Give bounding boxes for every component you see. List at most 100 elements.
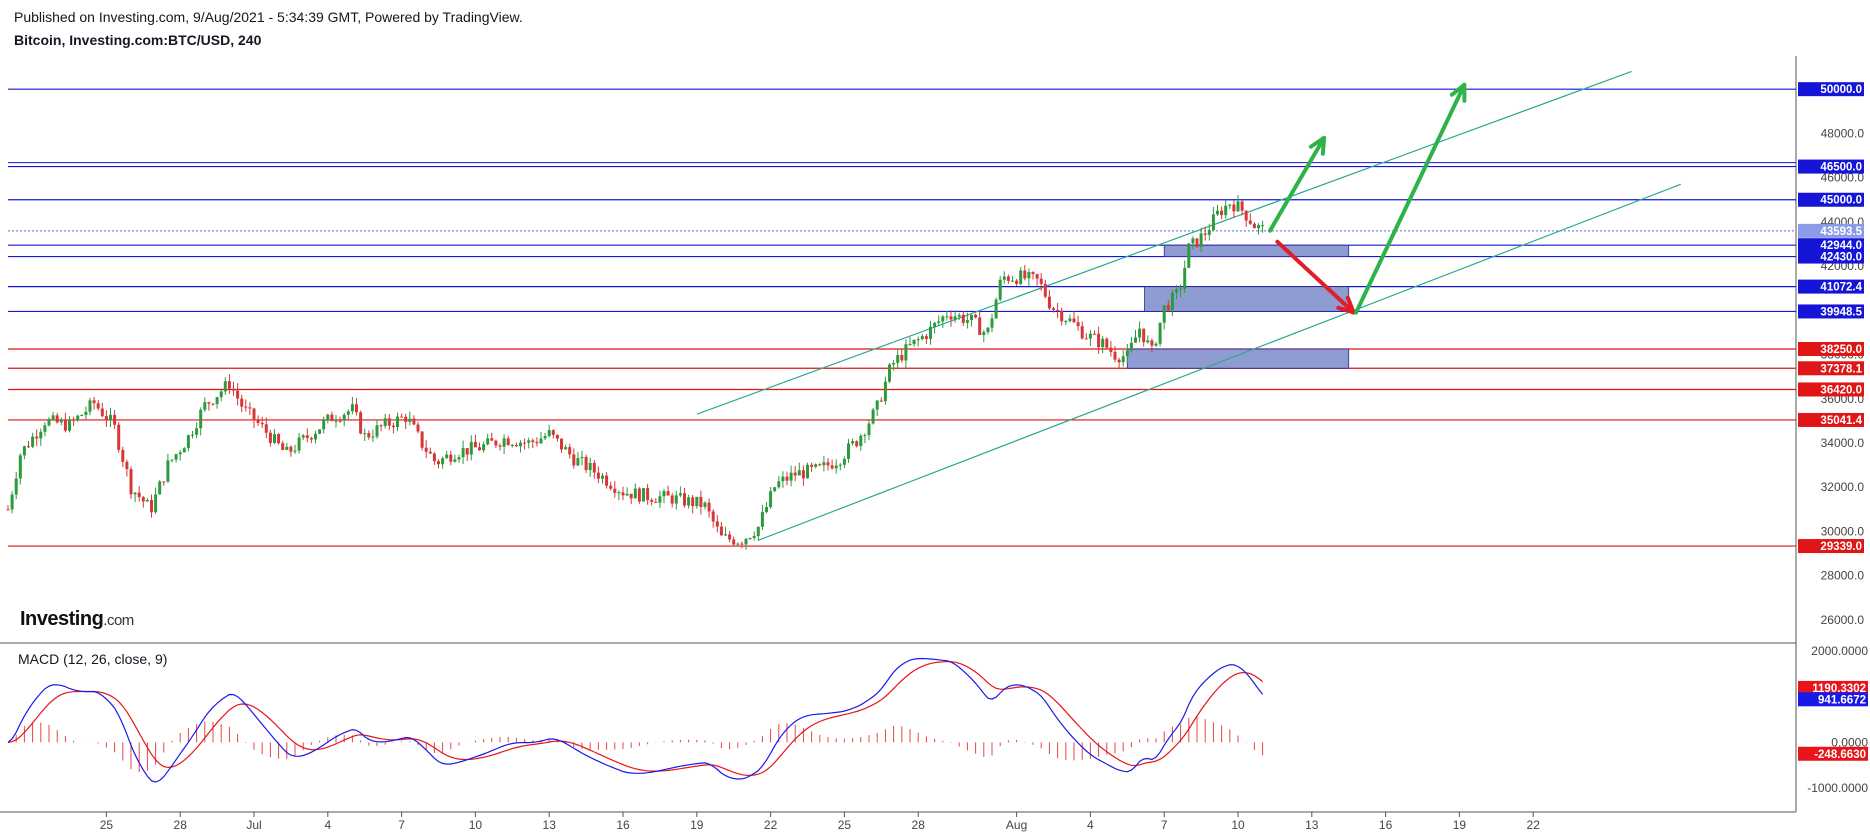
candle-body-159 [658,496,662,503]
level-badge-8 [1798,361,1864,376]
time-tick-7: 16 [616,818,630,832]
candle-body-205 [847,443,850,459]
candle-body-92 [383,418,387,426]
level-badge-9 [1798,382,1864,397]
candle-body-28 [121,449,125,462]
candle-body-199 [822,462,826,466]
candle-body-147 [609,485,613,489]
candle-body-290 [1195,238,1199,247]
candle-body-257 [1060,310,1064,322]
candle-body-192 [793,472,797,476]
arrow-line-1[interactable] [1275,239,1356,315]
level-badge-5 [1798,279,1864,294]
candle-body-209 [863,435,867,437]
candle-body-93 [387,418,391,426]
level-badge-label-9: 36420.0 [1820,384,1862,396]
candle-body-291 [1199,233,1203,247]
candle-body-278 [1146,340,1150,343]
macd-line[interactable] [7,657,1264,783]
candle-body-22 [96,403,100,409]
time-tick-3: 4 [324,818,331,832]
candle-body-271 [1117,359,1121,363]
arrow-head-1 [1336,295,1356,315]
channel-line-upper[interactable] [696,70,1632,415]
candle-body-177 [732,539,736,545]
arrow-head-0 [1308,135,1327,156]
time-tick-16: 13 [1305,818,1319,832]
candle-body-16 [72,419,76,421]
candle-body-63 [264,424,268,433]
candle-body-157 [650,499,654,502]
level-badge-label-10: 35041.4 [1820,415,1862,427]
candle-body-83 [346,411,350,415]
arrow-line-0[interactable] [1267,135,1327,233]
candle-body-116 [482,444,486,451]
candle-body-185 [765,506,768,513]
candle-body-196 [810,464,814,467]
candle-body-267 [1101,338,1105,348]
time-tick-14: 7 [1161,818,1168,832]
zone-box-2[interactable] [1126,348,1350,369]
candle-body-284 [1170,292,1174,311]
candle-body-296 [1220,210,1224,216]
candle-body-236 [974,314,978,318]
candle-body-286 [1179,288,1183,290]
candle-body-216 [892,362,896,365]
candle-body-14 [63,419,67,431]
time-tick-0: 25 [100,818,114,832]
candle-body-84 [350,404,354,412]
candle-body-170 [703,502,707,507]
macd-badge-label-1: 941.6672 [1818,694,1866,706]
zone-box-0[interactable] [1163,244,1350,257]
candle-body-91 [379,425,383,427]
candle-body-189 [781,476,785,482]
candle-body-68 [285,446,289,450]
candle-body-226 [933,322,937,327]
candle-body-17 [76,415,80,421]
candle-body-186 [769,491,773,507]
candle-body-293 [1207,229,1211,235]
candle-body-26 [113,414,117,425]
candle-body-90 [375,425,379,437]
candle-body-303 [1248,220,1252,224]
macd-badge-label-0: 1190.3302 [1812,683,1866,695]
macd-signal-line[interactable] [7,660,1263,777]
candle-body-193 [797,470,801,476]
candle-body-211 [871,409,875,424]
candle-body-150 [621,492,625,496]
candle-body-55 [232,388,235,391]
candle-body-129 [535,442,539,444]
candle-body-156 [646,488,650,500]
candle-body-256 [1056,309,1060,311]
candle-body-231 [953,316,957,320]
candle-body-215 [888,364,891,382]
candle-body-242 [998,279,1002,300]
candle-body-287 [1183,267,1187,289]
candle-body-111 [461,448,465,458]
candle-body-248 [1023,270,1027,279]
candle-body-105 [437,461,440,465]
candle-body-75 [314,433,317,440]
channel-line-lower[interactable] [758,183,1682,541]
candle-body-160 [662,491,666,497]
candle-body-10 [47,419,51,426]
candle-body-31 [133,492,137,495]
candle-body-127 [527,440,531,443]
candle-body-30 [129,469,133,495]
candle-body-144 [596,472,600,479]
candle-body-50 [211,403,215,405]
chart-header: Published on Investing.com, 9/Aug/2021 -… [14,8,523,50]
candle-body-306 [1261,225,1265,227]
candle-body-223 [920,336,924,340]
candle-body-227 [937,321,941,323]
level-badge-label-6: 39948.5 [1820,306,1862,318]
level-badge-10 [1798,412,1864,427]
candle-body-275 [1134,337,1137,343]
candle-body-153 [633,488,637,499]
candle-body-128 [531,440,535,443]
time-tick-8: 19 [690,818,704,832]
candle-body-204 [842,458,846,465]
candle-body-232 [957,314,961,317]
arrow-line-2[interactable] [1354,82,1467,315]
